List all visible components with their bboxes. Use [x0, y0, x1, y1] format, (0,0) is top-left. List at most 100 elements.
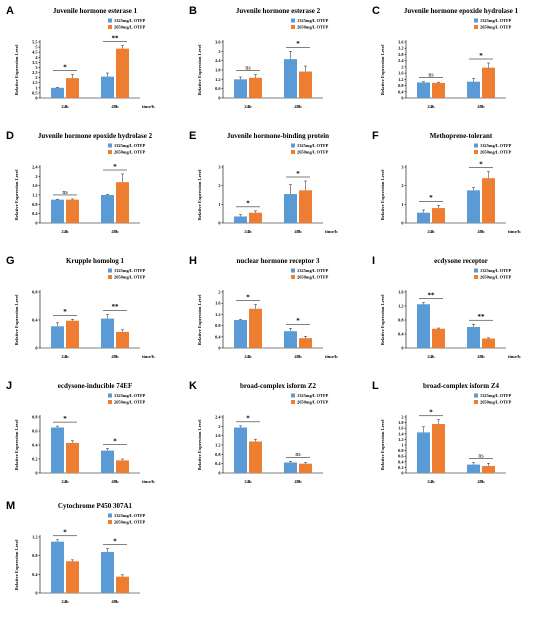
legend-swatch	[291, 18, 295, 23]
y-tick-label: 1.2	[215, 443, 220, 448]
legend-swatch	[108, 18, 112, 23]
legend-swatch	[291, 268, 295, 273]
y-tick-label: 2	[401, 183, 403, 188]
bar	[101, 318, 114, 348]
bar	[116, 576, 129, 593]
significance-label: ns	[428, 72, 434, 78]
x-axis-label: time/h	[142, 479, 155, 484]
legend-label: 2650mg/L OTFP	[480, 25, 512, 30]
y-tick-label: 1.2	[398, 77, 403, 82]
legend-label: 2650mg/L OTFP	[480, 150, 512, 155]
panel-letter: A	[6, 5, 14, 17]
y-tick-label: 1.8	[398, 420, 403, 425]
legend: 1325mg/L OTFP 2650mg/L OTFP	[474, 143, 512, 155]
bar	[51, 326, 64, 348]
chart-panel-m: M Cytochrome P450 307A1 1325mg/L OTFP 2650m…	[0, 495, 183, 620]
y-tick-label: 0	[401, 96, 403, 101]
bar	[467, 327, 480, 348]
x-axis-label: time/h	[325, 229, 338, 234]
bar	[467, 81, 480, 98]
y-tick-label: 1.6	[215, 301, 221, 306]
y-tick-label: 2	[35, 75, 37, 80]
y-tick-label: 0.5	[32, 90, 37, 95]
significance-label: *	[479, 160, 483, 168]
y-tick-label: 0.4	[398, 89, 404, 94]
y-tick-label: 3.6	[398, 40, 404, 45]
legend-label: 1325mg/L OTFP	[114, 393, 146, 398]
y-tick-label: 0.6	[32, 429, 38, 434]
significance-label: *	[246, 415, 250, 423]
bar	[417, 82, 430, 98]
bar	[432, 82, 445, 98]
bar	[284, 462, 297, 473]
legend-swatch	[291, 150, 295, 154]
y-tick-label: 2.4	[398, 58, 404, 63]
chart-panel-b: B Juvenile hormone esterase 2 1325mg/L OTF…	[183, 0, 366, 125]
panel-letter: C	[372, 5, 380, 17]
x-axis-label: time/h	[508, 354, 521, 359]
legend-label: 1325mg/L OTFP	[297, 268, 329, 273]
y-axis-label: Relative Expression Level	[197, 294, 202, 345]
chart-title: ecdysone-inducible 74EF	[58, 382, 132, 390]
legend-label: 1325mg/L OTFP	[480, 268, 512, 273]
bar	[482, 178, 495, 223]
y-tick-label: 1.6	[398, 426, 404, 431]
y-tick-label: 1.6	[398, 71, 404, 76]
y-tick-label: 3	[35, 65, 37, 70]
x-tick-label: 48h	[111, 354, 119, 359]
bar	[417, 212, 430, 223]
y-tick-label: 1.6	[32, 183, 38, 188]
legend-label: 2650mg/L OTFP	[480, 275, 512, 280]
y-tick-label: 1.6	[215, 433, 221, 438]
bar	[66, 320, 79, 348]
chart-panel-c: C Juvenile hormone epoxide hydrolase 1 132…	[366, 0, 549, 125]
significance-label: ns	[478, 453, 484, 459]
legend: 1325mg/L OTFP 2650mg/L OTFP	[291, 143, 329, 155]
x-tick-label: 24h	[61, 599, 69, 604]
chart-svg-m: M Cytochrome P450 307A1 1325mg/L OTFP 2650m…	[6, 500, 146, 604]
chart-title: broad-complex isform Z4	[423, 382, 500, 390]
legend-swatch	[474, 143, 478, 148]
bar	[66, 199, 79, 223]
y-tick-label: 0.8	[32, 415, 37, 420]
y-axis-label: Relative Expression Level	[380, 294, 385, 345]
significance-label: **	[112, 303, 120, 311]
legend-label: 2650mg/L OTFP	[114, 275, 146, 280]
x-tick-label: 48h	[477, 104, 485, 109]
x-axis-label: time/h	[325, 354, 338, 359]
legend-label: 2650mg/L OTFP	[297, 25, 329, 30]
significance-label: **	[478, 313, 486, 321]
x-tick-label: 48h	[294, 229, 302, 234]
bar	[417, 304, 430, 348]
bar	[234, 216, 247, 223]
chart-panel-a: A Juvenile hormone esterase 1 1325mg/L OTF…	[0, 0, 183, 125]
y-tick-label: 0	[35, 96, 37, 101]
y-tick-label: 1.4	[398, 431, 404, 436]
legend: 1325mg/L OTFP 2650mg/L OTFP	[291, 18, 329, 30]
legend: 1325mg/L OTFP 2650mg/L OTFP	[108, 143, 146, 155]
legend-label: 1325mg/L OTFP	[114, 143, 146, 148]
panel-letter: I	[372, 255, 375, 267]
y-tick-label: 2	[401, 415, 403, 420]
legend-swatch	[474, 268, 478, 273]
x-tick-label: 48h	[294, 104, 302, 109]
chart-title: Juvenile hormone esterase 2	[236, 7, 321, 15]
bar	[482, 338, 495, 348]
y-tick-label: 0	[218, 471, 220, 476]
significance-label: *	[296, 170, 300, 178]
bar	[432, 424, 445, 473]
panel-letter: F	[372, 130, 379, 142]
y-axis-label: Relative Expression Level	[14, 539, 19, 590]
significance-label: *	[63, 63, 67, 71]
x-axis-label: time/h	[142, 104, 155, 109]
y-tick-label: 0	[35, 591, 37, 596]
legend-swatch	[474, 275, 478, 279]
y-tick-label: 2	[35, 174, 37, 179]
significance-label: **	[428, 291, 436, 299]
legend-label: 1325mg/L OTFP	[297, 143, 329, 148]
y-axis-label: Relative Expression Level	[197, 419, 202, 470]
y-tick-label: 0.6	[398, 454, 404, 459]
